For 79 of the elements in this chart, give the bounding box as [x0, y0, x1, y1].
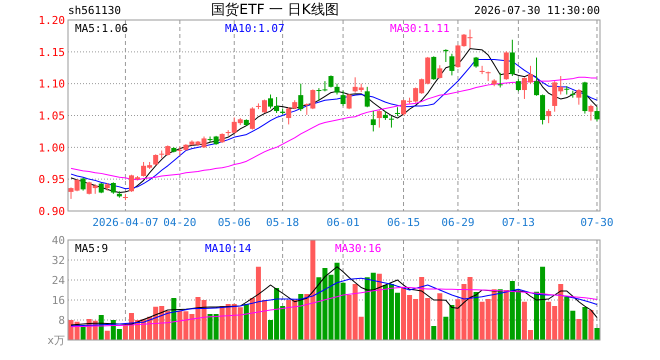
candlestick	[588, 104, 594, 122]
candlestick	[576, 88, 582, 106]
candlestick	[474, 56, 479, 68]
text: MA30:1.11	[390, 22, 450, 35]
candlestick	[220, 132, 225, 144]
candlestick	[334, 83, 340, 95]
candlestick	[286, 106, 292, 125]
y-tick-label: x万	[47, 334, 65, 347]
bar	[474, 292, 479, 340]
y-tick-label: 1.15	[38, 46, 65, 59]
candlestick	[110, 182, 116, 194]
candlestick	[498, 72, 503, 88]
candlestick	[364, 86, 370, 108]
candlestick	[153, 154, 158, 166]
candlestick	[298, 83, 304, 112]
bar	[298, 294, 304, 340]
bar	[594, 328, 600, 340]
y-tick-label: 40	[52, 234, 65, 247]
candlestick	[594, 106, 600, 122]
y-tick-label: 1.20	[38, 14, 65, 27]
candlestick	[449, 53, 454, 76]
candlestick	[376, 110, 382, 128]
text: MA10:14	[205, 242, 252, 255]
candlestick	[486, 71, 491, 82]
y-tick-label: 8	[58, 314, 65, 327]
candlestick	[370, 110, 376, 132]
line-series	[70, 286, 598, 328]
text: MA5:9	[75, 242, 108, 255]
line-series	[70, 278, 598, 326]
candlestick	[431, 56, 436, 80]
x-tick-label: 04-20	[163, 216, 196, 229]
candlestick	[546, 108, 552, 124]
bar	[504, 290, 509, 340]
x-tick-label: 05-18	[266, 216, 300, 229]
bar	[498, 289, 503, 340]
text: 2026-07-30 11:30:00	[474, 4, 600, 17]
y-tick-label: 0.90	[38, 205, 65, 218]
candlestick	[340, 90, 346, 106]
text: sh561130	[68, 4, 121, 17]
x-tick-label: 2026-04-07	[92, 216, 159, 229]
y-tick-label: 1.05	[38, 110, 65, 122]
x-tick-label: 05-06	[218, 216, 251, 229]
candlestick	[250, 106, 255, 130]
bar	[588, 310, 594, 340]
bar	[431, 326, 436, 340]
y-tick-label: 0.95	[38, 173, 65, 186]
chart-title: 国货ETF 一 日K线图	[211, 2, 339, 18]
x-tick-label: 06-29	[441, 216, 474, 229]
bar	[104, 330, 110, 340]
bar	[80, 326, 86, 340]
bar	[576, 319, 582, 340]
bar	[437, 293, 442, 340]
x-tick-label: 07-13	[502, 216, 535, 229]
x-tick-label: 06-01	[326, 216, 360, 229]
x-tick-label: 06-15	[386, 216, 420, 229]
y-tick-label: 1.10	[38, 78, 65, 91]
candlestick	[80, 177, 86, 192]
candlestick	[98, 182, 104, 194]
candlestick	[516, 78, 521, 92]
line-series	[70, 266, 598, 326]
y-tick-label: 1.00	[38, 141, 65, 154]
text: MA30:16	[335, 242, 382, 255]
candlestick	[346, 93, 352, 110]
bar	[582, 307, 588, 340]
text: MA10:1.07	[225, 22, 285, 35]
bar	[171, 298, 176, 340]
y-tick-label: 24	[52, 274, 66, 287]
bar	[376, 274, 382, 340]
candlestick	[437, 64, 442, 80]
candlestick	[534, 57, 540, 96]
y-tick-label: 32	[52, 254, 65, 267]
candlestick	[564, 86, 570, 95]
candlestick	[328, 74, 334, 88]
text: MA5:1.06	[75, 22, 128, 35]
y-tick-label: 16	[52, 294, 65, 307]
bar	[244, 304, 249, 340]
candlestick	[510, 39, 515, 77]
candlestick	[388, 116, 394, 128]
x-tick-label: 07-30	[580, 216, 614, 229]
